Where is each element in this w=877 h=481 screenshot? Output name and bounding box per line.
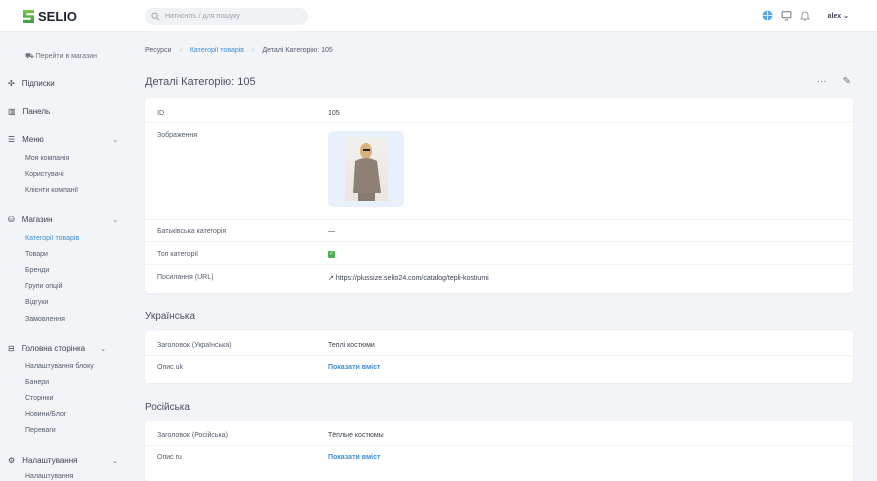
divider bbox=[145, 241, 853, 242]
sidebar: ⛟ Перейти в магазин ✣ Підписки ▥ Панель ☰ М… bbox=[0, 32, 130, 480]
bar-chart-icon: ▥ bbox=[8, 107, 16, 116]
globe-icon[interactable] bbox=[762, 10, 773, 21]
top-label: Топ категорії bbox=[157, 251, 199, 258]
label: Підписки bbox=[21, 79, 55, 88]
ru-desc-label: Опис ru bbox=[157, 454, 182, 461]
sidebar-item[interactable]: Моя компанія bbox=[25, 155, 70, 162]
product-photo bbox=[345, 137, 388, 201]
shopping-bag-icon: ⛁ bbox=[8, 215, 15, 224]
sidebar-item[interactable]: Налаштування bbox=[25, 473, 74, 480]
label: Головна сторінка bbox=[21, 344, 86, 353]
store-icon: ⛟ bbox=[25, 53, 36, 60]
chevron-down-icon: ⌄ bbox=[112, 457, 118, 465]
edit-icon[interactable]: ✎ bbox=[842, 76, 851, 87]
label: Панель bbox=[22, 107, 51, 116]
chevron-right-icon: › bbox=[252, 47, 255, 54]
search-input[interactable]: Натисніть / для пошуку bbox=[145, 8, 308, 25]
id-label: ID bbox=[157, 110, 164, 117]
section-russian: Російська bbox=[145, 402, 190, 413]
sidebar-item-subscriptions[interactable]: ✣ Підписки bbox=[8, 79, 118, 88]
goto-store-label: Перейти в магазин bbox=[35, 53, 98, 60]
sidebar-item[interactable]: Товари bbox=[25, 251, 48, 258]
sidebar-item[interactable]: Переваги bbox=[25, 427, 56, 434]
sparkle-icon: ✣ bbox=[8, 79, 15, 88]
home-box-icon: ⊟ bbox=[8, 344, 15, 353]
brand-name: SELIO bbox=[38, 9, 78, 24]
breadcrumb-current: Деталі Категорію: 105 bbox=[262, 47, 333, 54]
logo[interactable]: SELIO bbox=[23, 9, 77, 24]
chevron-down-icon: ⌄ bbox=[112, 216, 118, 224]
breadcrumb-categories[interactable]: Категорії товарів bbox=[189, 47, 245, 54]
divider bbox=[145, 219, 853, 220]
search-icon bbox=[151, 12, 160, 21]
divider bbox=[145, 355, 853, 356]
details-card: ID 105 Зображення Батьківська категорія … bbox=[145, 98, 853, 293]
goto-store-link[interactable]: ⛟ Перейти в магазин bbox=[25, 52, 97, 61]
uk-title-value: Теплі костюми bbox=[328, 342, 375, 349]
ru-show-more-link[interactable]: Показати вміст bbox=[328, 454, 381, 461]
more-icon[interactable]: ··· bbox=[816, 76, 827, 87]
sidebar-item[interactable]: Відгуки bbox=[25, 299, 49, 306]
top-header: SELIO Натисніть / для пошуку alex ⌄ bbox=[0, 0, 877, 32]
sidebar-section-settings[interactable]: ⚙ Налаштування ⌄ bbox=[8, 456, 118, 465]
gear-icon: ⚙ bbox=[8, 456, 16, 465]
image-label: Зображення bbox=[157, 132, 198, 139]
uk-show-more-link[interactable]: Показати вміст bbox=[328, 364, 381, 371]
label: Налаштування bbox=[22, 456, 78, 465]
id-value: 105 bbox=[328, 110, 340, 117]
list-icon: ☰ bbox=[8, 135, 16, 144]
checkbox-checked-icon: ✓ bbox=[328, 251, 335, 258]
sidebar-item[interactable]: Користувачі bbox=[25, 171, 64, 178]
bell-icon[interactable] bbox=[799, 10, 810, 21]
ukrainian-card: Заголовок (Українська) Теплі костюми Опи… bbox=[145, 331, 853, 383]
breadcrumb: Ресурси › Категорії товарів › Деталі Катег… bbox=[145, 47, 333, 54]
ru-title-value: Тёплые костюмы bbox=[328, 432, 384, 439]
sidebar-item[interactable]: Групи опцій bbox=[25, 283, 63, 290]
sidebar-item[interactable]: Замовлення bbox=[25, 316, 65, 323]
sidebar-section-store[interactable]: ⛁ Магазин ⌄ bbox=[8, 215, 118, 224]
user-menu[interactable]: alex ⌄ bbox=[828, 12, 849, 20]
ru-title-label: Заголовок (Російська) bbox=[157, 432, 228, 439]
parent-value: — bbox=[328, 228, 335, 235]
russian-card: Заголовок (Російська) Тёплые костюмы Опи… bbox=[145, 421, 853, 481]
breadcrumb-resources[interactable]: Ресурси bbox=[145, 47, 172, 54]
category-image[interactable] bbox=[328, 131, 404, 207]
sidebar-item-dashboard[interactable]: ▥ Панель bbox=[8, 107, 118, 116]
section-ukrainian: Українська bbox=[145, 311, 196, 322]
username: alex bbox=[827, 12, 842, 20]
divider bbox=[145, 445, 853, 446]
search-placeholder: Натисніть / для пошуку bbox=[165, 13, 240, 20]
sidebar-item[interactable]: Банери bbox=[25, 379, 50, 386]
uk-title-label: Заголовок (Українська) bbox=[157, 342, 232, 349]
label: Меню bbox=[22, 135, 44, 144]
chevron-down-icon: ⌄ bbox=[843, 12, 849, 20]
url-link[interactable]: ↗ https://plussize.selio24.com/catalog/t… bbox=[328, 274, 489, 282]
monitor-icon[interactable] bbox=[781, 10, 792, 21]
divider bbox=[145, 264, 853, 265]
sidebar-item[interactable]: Сторінки bbox=[25, 395, 54, 402]
url-value: https://plussize.selio24.com/catalog/tep… bbox=[335, 275, 489, 282]
sidebar-section-home[interactable]: ⊟ Головна сторінка ⌄ bbox=[8, 344, 118, 353]
sidebar-item[interactable]: Бренди bbox=[25, 267, 50, 274]
divider bbox=[145, 122, 853, 123]
chevron-down-icon: ⌄ bbox=[100, 345, 106, 353]
sidebar-item[interactable]: Налаштування блоку bbox=[25, 363, 94, 370]
sidebar-item[interactable]: Клієнти компанії bbox=[25, 187, 79, 194]
parent-label: Батьківська категорія bbox=[157, 228, 227, 235]
link-icon: ↗ bbox=[328, 275, 336, 282]
page-title: Деталі Категорію: 105 bbox=[145, 76, 256, 88]
sidebar-section-menu[interactable]: ☰ Меню ⌄ bbox=[8, 135, 118, 144]
label: Магазин bbox=[21, 215, 53, 224]
sidebar-item[interactable]: Новини/Блог bbox=[25, 411, 67, 418]
uk-desc-label: Опис uk bbox=[157, 364, 183, 371]
chevron-right-icon: › bbox=[179, 47, 182, 54]
sidebar-item-categories[interactable]: Категорії товарів bbox=[25, 235, 80, 242]
logo-icon bbox=[23, 10, 34, 23]
url-label: Посилання (URL) bbox=[157, 274, 214, 281]
chevron-down-icon: ⌄ bbox=[112, 136, 118, 144]
